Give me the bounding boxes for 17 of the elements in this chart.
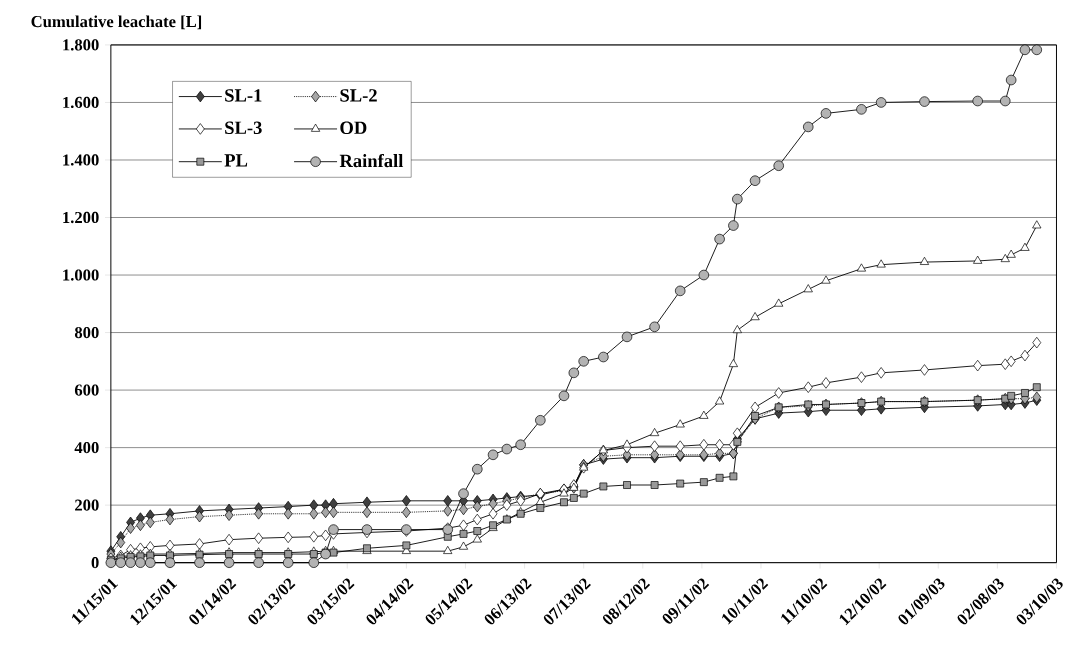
y-tick-label: 200 <box>75 499 99 511</box>
legend-label: OD <box>340 121 367 134</box>
y-tick-label: 800 <box>74 326 99 338</box>
legend-label: SL-1 <box>225 89 262 102</box>
y-tick-label: 600 <box>74 384 99 396</box>
y-tick-label: 1.600 <box>63 96 99 108</box>
y-tick-label: 400 <box>74 441 99 454</box>
legend-label: SL-3 <box>225 121 262 134</box>
y-axis-title: Cumulative leachate [L] <box>31 15 202 30</box>
y-tick-label: 1.800 <box>63 39 99 51</box>
y-tick-label: 1.200 <box>63 211 99 223</box>
y-tick-label: 1.000 <box>63 269 99 281</box>
legend-label: SL-2 <box>340 89 377 102</box>
legend-label: Rainfall <box>339 153 404 167</box>
y-tick-label: 1.400 <box>63 154 99 166</box>
y-tick-label: 0 <box>91 556 99 569</box>
legend-label: PL <box>224 154 248 167</box>
